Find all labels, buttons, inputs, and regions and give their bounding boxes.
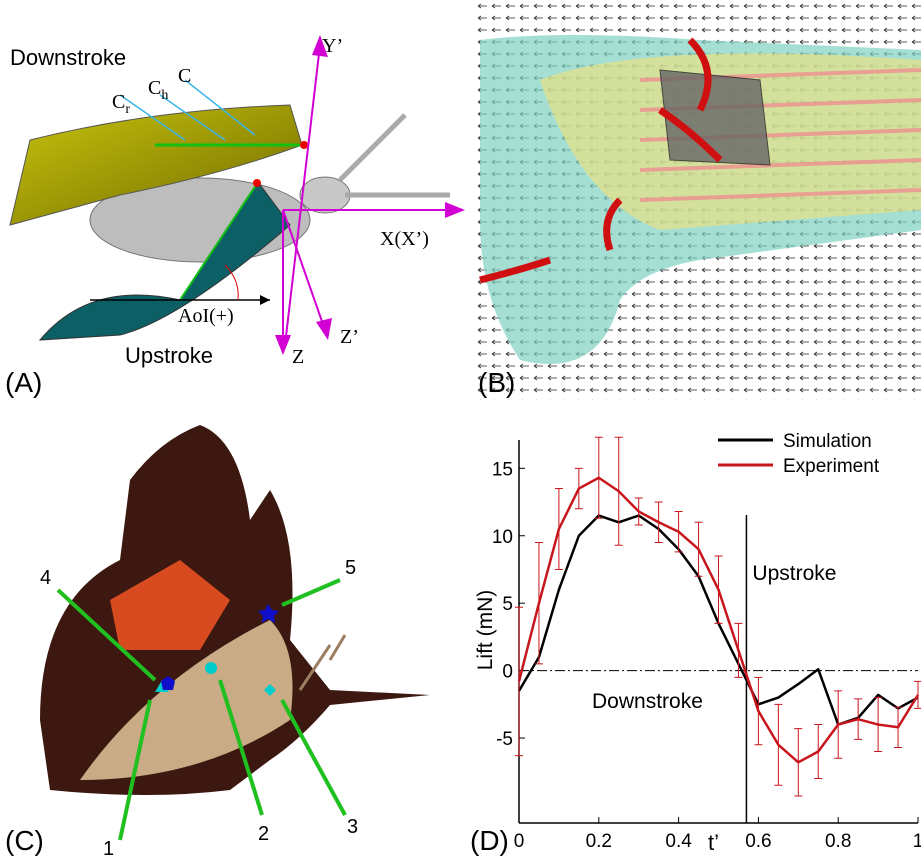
arrow-head (260, 295, 270, 305)
point (253, 179, 261, 187)
marker (205, 662, 217, 674)
x-tick-label: 0.2 (586, 831, 612, 852)
marker-label: 3 (347, 816, 358, 838)
x-axis-label: t’ (708, 830, 719, 855)
x-tick-label: 0 (514, 831, 525, 852)
label: Ch (148, 77, 168, 103)
label: Z’ (340, 326, 359, 348)
legend-label: Simulation (783, 431, 872, 452)
y-tick-label: -5 (496, 729, 513, 750)
label: Y’ (322, 35, 343, 57)
label: C (178, 65, 191, 87)
x-tick-label: 0.6 (745, 831, 771, 852)
antenna (340, 115, 450, 195)
label-base: C (148, 77, 161, 99)
x-tick-label: 1 (913, 831, 921, 852)
marker-label: 4 (40, 567, 51, 589)
y-axis-label: Lift (mN) (474, 590, 497, 671)
figure: Downstroke Upstroke C Ch Cr Y’ X(X’) Z Z… (0, 0, 921, 858)
x-tick-label: 0.4 (665, 831, 692, 852)
label: Z (292, 346, 304, 368)
butterfly-head (300, 177, 350, 213)
label-base: C (112, 91, 125, 113)
marker-label: 2 (258, 823, 269, 845)
annotation: Downstroke (592, 690, 703, 713)
marker-label: 5 (345, 557, 356, 579)
y-tick-label: 0 (502, 662, 513, 683)
label: X(X’) (380, 228, 429, 250)
panel-label: (A) (5, 367, 42, 398)
label: Downstroke (10, 45, 126, 70)
label: AoI(+) (178, 305, 234, 327)
y-tick-label: 15 (492, 459, 513, 480)
label: Upstroke (125, 343, 213, 368)
panel-d: (D) t’ Lift (mN) -5 0 5 10 15 0 0.2 0.4 0.6 0.8 1 U… (470, 431, 921, 856)
annotation: Upstroke (752, 562, 836, 585)
marker-label: 1 (103, 838, 114, 858)
panel-a: Downstroke Upstroke C Ch Cr Y’ X(X’) Z Z… (5, 35, 465, 398)
label: Cr (112, 91, 130, 117)
x-tick-label: 0.8 (825, 831, 851, 852)
panel-c: 1 2 3 4 5 (C) (5, 425, 430, 858)
point (300, 141, 308, 149)
panel-label: (D) (470, 825, 509, 856)
label-sub: r (125, 102, 130, 117)
label-sub: h (161, 88, 168, 103)
panel-label: (C) (5, 825, 44, 856)
y-tick-label: 10 (492, 527, 513, 548)
panel-b: (B) (478, 0, 921, 400)
panel-label: (B) (478, 367, 515, 398)
legend-label: Experiment (783, 456, 880, 477)
y-tick-label: 5 (502, 594, 513, 615)
